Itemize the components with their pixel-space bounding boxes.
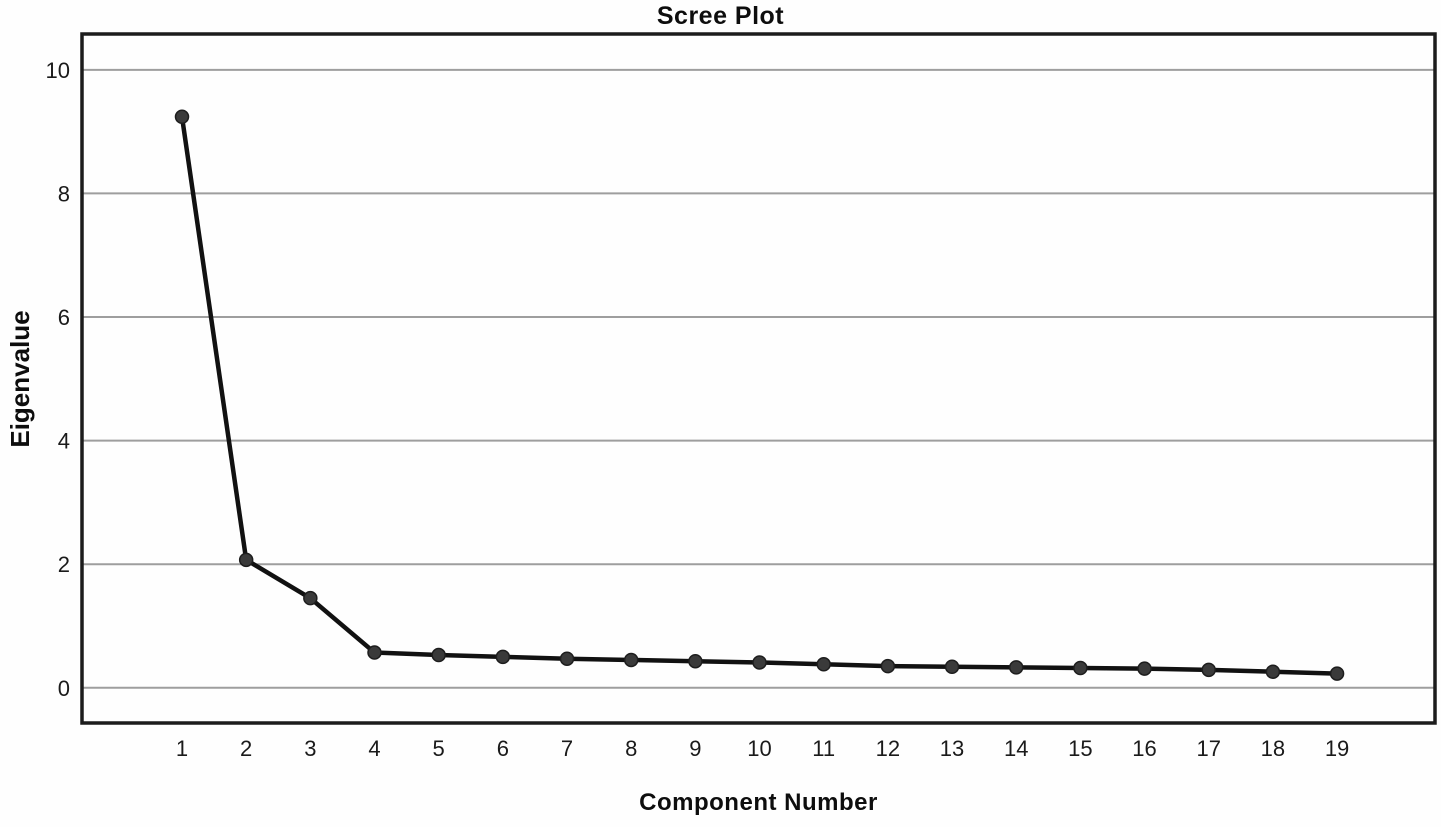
x-tick-label: 6 — [497, 736, 509, 761]
data-point — [1201, 662, 1216, 678]
x-axis-title: Component Number — [639, 789, 878, 816]
x-tick-label: 3 — [304, 736, 316, 761]
data-point — [559, 651, 575, 666]
data-point — [752, 655, 767, 670]
scree-line — [179, 114, 1340, 676]
x-tick-label: 8 — [625, 736, 637, 761]
data-point — [367, 645, 382, 660]
x-tick-label: 15 — [1068, 736, 1092, 761]
y-tick-label: 2 — [58, 552, 70, 577]
y-tick-label: 10 — [46, 58, 70, 83]
x-tick-label: 1 — [176, 736, 188, 761]
data-point — [1073, 660, 1088, 676]
x-tick-label: 5 — [433, 736, 445, 761]
x-tick-label: 18 — [1261, 736, 1285, 761]
x-tick-label: 17 — [1196, 736, 1220, 761]
data-point — [303, 590, 318, 606]
x-tick-label: 14 — [1004, 736, 1028, 761]
chart-title: Scree Plot — [656, 2, 785, 30]
x-tick-label: 9 — [689, 736, 701, 761]
plot-frame — [80, 32, 1437, 725]
x-tick-label: 19 — [1325, 736, 1349, 761]
data-point — [174, 109, 190, 125]
y-tick-label: 8 — [58, 181, 70, 206]
data-point — [238, 552, 254, 568]
data-point — [495, 649, 511, 665]
x-tick-label: 12 — [876, 736, 900, 761]
x-tick-label: 10 — [747, 736, 771, 761]
data-point — [1265, 664, 1281, 679]
x-tick-label: 4 — [368, 736, 380, 761]
data-point — [944, 659, 960, 675]
data-point — [880, 658, 896, 674]
data-series-layer — [174, 109, 1345, 681]
data-point — [816, 657, 831, 672]
data-point — [1329, 666, 1345, 681]
plot-frame-layer — [80, 32, 1437, 725]
data-point — [688, 653, 703, 669]
data-point — [623, 652, 639, 668]
x-tick-label: 16 — [1132, 736, 1156, 761]
data-point — [431, 647, 446, 663]
x-tick-label: 13 — [940, 736, 964, 761]
data-point — [1137, 661, 1152, 676]
x-tick-label: 2 — [240, 736, 252, 761]
x-tick-label: 7 — [561, 736, 573, 761]
gridlines-layer — [82, 68, 1435, 689]
x-tick-label: 11 — [812, 736, 835, 761]
y-tick-label: 0 — [58, 676, 70, 701]
data-point — [1008, 660, 1024, 675]
y-tick-label: 6 — [58, 305, 70, 330]
y-tick-label: 4 — [58, 429, 70, 454]
